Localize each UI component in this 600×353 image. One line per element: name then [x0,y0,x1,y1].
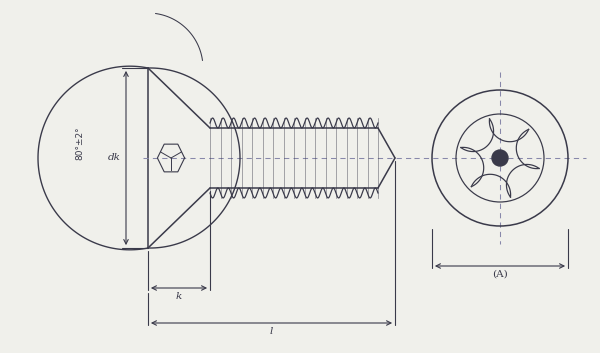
Text: 80°±2°: 80°±2° [76,126,85,160]
Text: dk: dk [108,154,121,162]
Text: l: l [270,327,273,336]
Circle shape [492,150,508,166]
Text: k: k [176,292,182,301]
Text: (A): (A) [492,270,508,279]
